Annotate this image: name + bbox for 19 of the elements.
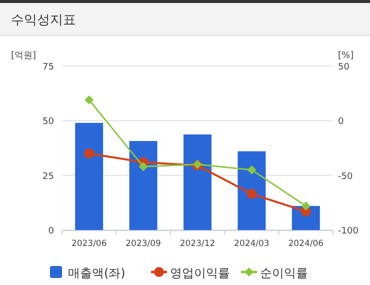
y-tick-label: 0: [48, 226, 54, 236]
legend-label: 영업이익률: [170, 266, 230, 280]
y2-tick-label: 50: [338, 62, 350, 72]
x-tick-label: 2023/09: [126, 239, 161, 249]
x-tick-label: 2024/03: [234, 239, 270, 249]
y2-axis-title: [%]: [338, 51, 354, 61]
y2-tick-label: 0: [338, 117, 344, 128]
x-tick-label: 2024/06: [288, 239, 324, 249]
y-tick-label: 75: [42, 62, 54, 72]
y-tick-label: 50: [42, 117, 54, 128]
y2-tick-label: -100: [338, 226, 359, 236]
legend-label: 매출액(좌): [68, 266, 126, 280]
title: 수익성지표: [11, 13, 76, 28]
y-tick-label: 25: [42, 172, 54, 182]
y-axis-title: [억원]: [11, 51, 36, 61]
y2-tick-label: -50: [338, 172, 353, 182]
x-tick-label: 2023/12: [180, 239, 216, 249]
legend-label: 순이익률: [260, 266, 308, 280]
x-tick-label: 2023/06: [71, 239, 107, 249]
